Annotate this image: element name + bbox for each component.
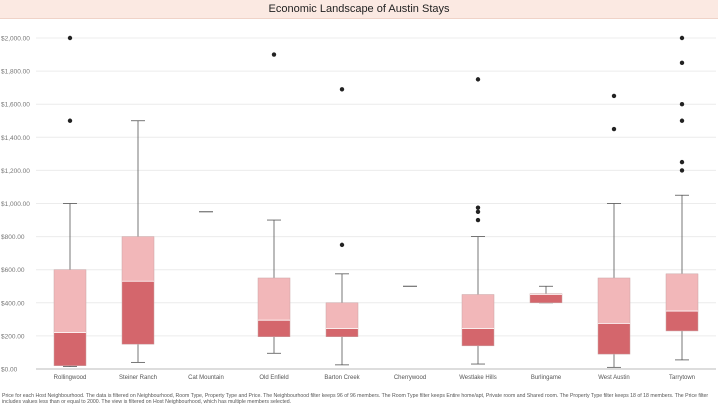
x-tick-label: Steiner Ranch xyxy=(119,375,157,381)
outlier-point xyxy=(67,118,73,123)
y-tick-label: $1,400.00 xyxy=(1,135,30,142)
outlier-point xyxy=(679,118,685,123)
outlier-point xyxy=(679,159,685,165)
outlier-point xyxy=(475,77,481,82)
box-upper xyxy=(122,236,154,282)
y-tick-label: $1,200.00 xyxy=(1,168,30,175)
box-upper xyxy=(666,273,698,312)
outlier-point xyxy=(679,35,685,41)
x-tick-label: Old Enfield xyxy=(259,375,288,381)
outlier-point xyxy=(475,205,481,210)
chart-title-bar: Economic Landscape of Austin Stays xyxy=(0,0,718,19)
x-tick-label: Rollingwood xyxy=(54,375,87,381)
box-old-enfield xyxy=(257,52,291,354)
x-tick-label: Tarrytown xyxy=(669,375,695,381)
outlier-point xyxy=(475,209,481,214)
box-westlake-hills xyxy=(461,77,495,365)
box-lower xyxy=(462,328,494,346)
y-tick-label: $1,800.00 xyxy=(1,69,30,76)
chart-caption: Price for each Host Neighbourhood. The d… xyxy=(2,393,709,405)
x-tick-label: West Austin xyxy=(598,375,630,381)
y-tick-label: $400.00 xyxy=(1,300,25,307)
y-axis: $0.00 $200.00 $400.00 $600.00 $800.00 $1,000.… xyxy=(1,36,716,374)
box-lower xyxy=(326,328,358,337)
outlier-point xyxy=(339,242,345,248)
y-tick-label: $0.00 xyxy=(1,367,18,374)
box-outline xyxy=(597,277,631,355)
y-tick-label: $600.00 xyxy=(1,267,25,274)
box-steiner-ranch xyxy=(121,120,155,363)
box-plot-chart: $0.00 $200.00 $400.00 $600.00 $800.00 $1,000.… xyxy=(1,35,716,381)
box-lower xyxy=(666,311,698,331)
outlier-point xyxy=(339,87,345,92)
x-tick-label: Burlingame xyxy=(531,375,562,381)
box-west-austin xyxy=(597,93,631,368)
chart-title: Economic Landscape of Austin Stays xyxy=(268,3,450,15)
box-outline xyxy=(665,273,699,332)
outlier-point xyxy=(271,52,277,57)
box-outline xyxy=(121,236,155,345)
box-upper xyxy=(530,293,562,295)
box-lower xyxy=(122,281,154,345)
box-burlingame xyxy=(529,285,563,304)
x-tick-label: Westlake Hills xyxy=(459,375,497,381)
outlier-point xyxy=(611,93,617,99)
y-tick-label: $200.00 xyxy=(1,333,25,340)
outlier-point xyxy=(611,126,617,132)
box-outline xyxy=(53,269,87,366)
box-outline xyxy=(529,293,563,304)
y-tick-label: $800.00 xyxy=(1,234,25,241)
x-tick-label: Cat Mountain xyxy=(188,375,224,381)
y-tick-label: $1,000.00 xyxy=(1,201,30,208)
box-upper xyxy=(54,269,86,333)
outlier-point xyxy=(679,102,685,107)
box-lower xyxy=(530,294,562,303)
box-upper xyxy=(462,294,494,329)
y-tick-label: $1,600.00 xyxy=(1,102,30,109)
box-outline xyxy=(257,277,291,337)
outlier-point xyxy=(67,35,73,41)
box-barton-creek xyxy=(325,87,359,366)
box-outline xyxy=(461,294,495,347)
box-upper xyxy=(598,277,630,324)
box-rollingwood xyxy=(53,35,87,367)
box-lower xyxy=(598,323,630,355)
x-axis: Rollingwood Steiner Ranch Cat Mountain Old … xyxy=(54,375,695,381)
y-tick-label: $2,000.00 xyxy=(1,36,30,43)
x-tick-label: Cherrywood xyxy=(394,375,426,381)
boxes xyxy=(53,35,699,368)
box-outline xyxy=(325,302,359,337)
box-upper xyxy=(258,277,290,321)
box-tarrytown xyxy=(665,35,699,361)
box-upper xyxy=(326,302,358,329)
outlier-point xyxy=(679,60,685,66)
box-lower xyxy=(258,320,290,337)
x-tick-label: Barton Creek xyxy=(324,375,360,381)
outlier-point xyxy=(679,168,685,173)
outlier-point xyxy=(475,217,481,223)
box-lower xyxy=(54,332,86,366)
